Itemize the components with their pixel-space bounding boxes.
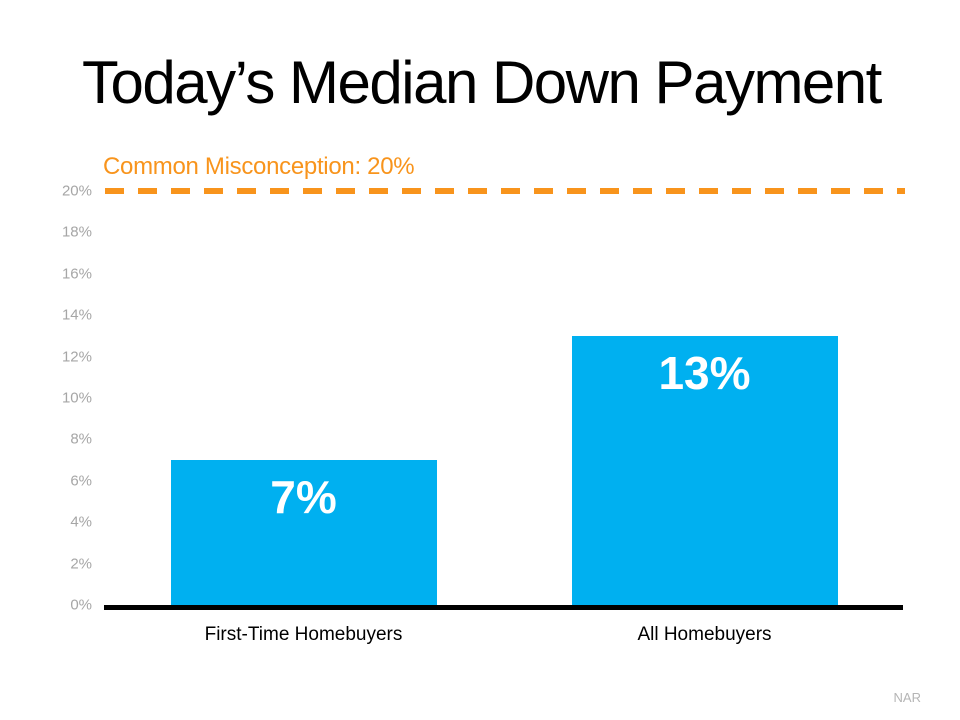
y-axis-tick-0: 0% — [70, 596, 92, 614]
y-axis-tick-12: 12% — [61, 348, 92, 366]
source-label: NAR — [893, 690, 921, 705]
bar-all-homebuyers: 13% — [571, 336, 838, 605]
misconception-dashed-line — [105, 188, 905, 194]
y-axis-tick-20: 20% — [61, 182, 92, 200]
y-axis-tick-4: 4% — [70, 513, 92, 531]
category-label-first-time-homebuyers: First-Time Homebuyers — [204, 624, 403, 645]
bar-value-label-all-homebuyers: 13% — [658, 347, 751, 399]
category-axis-labels: First-Time Homebuyers All Homebuyers — [103, 622, 905, 649]
misconception-annotation-label: Common Misconception: 20% — [103, 153, 415, 180]
x-axis-line — [104, 605, 903, 610]
category-label-all-homebuyers: All Homebuyers — [637, 624, 772, 645]
bar-first-time-homebuyers: 7% — [170, 460, 437, 605]
bar-value-label-first-time-homebuyers: 7% — [270, 471, 337, 523]
y-axis-tick-6: 6% — [70, 472, 92, 490]
y-axis-tick-14: 14% — [61, 306, 92, 324]
y-axis-tick-10: 10% — [61, 389, 92, 407]
plot-area: 7% 13% — [103, 188, 905, 610]
bar-series: 7% 13% — [103, 191, 905, 605]
y-axis-tick-8: 8% — [70, 430, 92, 448]
y-axis-tick-16: 16% — [61, 265, 92, 283]
bar-slot-first-time-homebuyers: 7% — [103, 191, 504, 605]
chart-title: Today’s Median Down Payment — [82, 49, 882, 116]
y-axis-tick-2: 2% — [70, 555, 92, 573]
y-axis-tick-labels: 0% 2% 4% 6% 8% 10% 12% 14% 16% 18% 20% — [0, 184, 92, 613]
y-axis-tick-18: 18% — [61, 223, 92, 241]
bar-slot-all-homebuyers: 13% — [504, 191, 905, 605]
